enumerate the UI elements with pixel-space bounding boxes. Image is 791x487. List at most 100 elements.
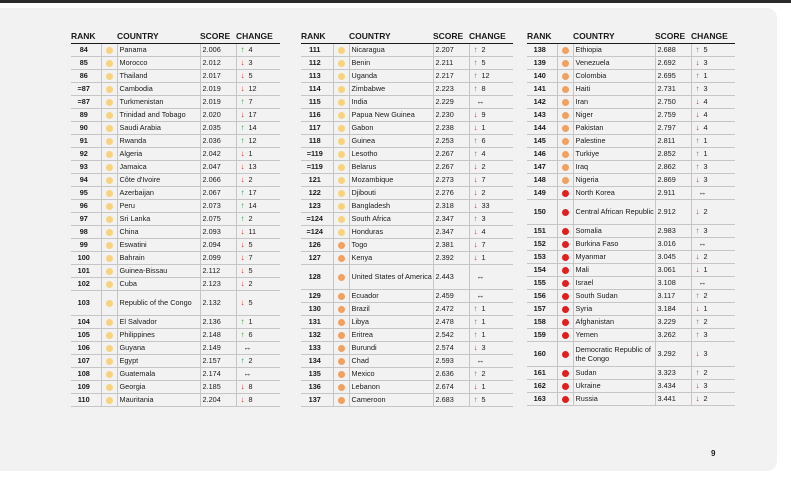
- level-dot-icon: [337, 318, 345, 326]
- table-row: 115 India 2.229 ↔: [301, 95, 513, 109]
- change-value: 1: [703, 136, 708, 145]
- rank-cell: 132: [301, 328, 333, 342]
- rank-cell: 97: [71, 212, 101, 226]
- table-row: 151 Somalia 2.983 ↑ 3: [527, 224, 735, 238]
- rank-cell: 116: [301, 108, 333, 122]
- change-value: 14: [248, 201, 257, 210]
- level-dot-cell: [332, 134, 349, 148]
- change-value: 8: [248, 382, 253, 391]
- arrow-down-icon: ↓: [473, 188, 478, 197]
- rank-cell: 162: [527, 379, 557, 393]
- score-cell: 2.683: [432, 393, 469, 407]
- level-dot-icon: [105, 124, 113, 132]
- change-cell: ↑ 2: [690, 366, 735, 380]
- level-dot-icon: [561, 72, 569, 80]
- rank-cell: 136: [301, 380, 333, 394]
- rank-cell: 98: [71, 225, 101, 239]
- level-dot-icon: [561, 292, 569, 300]
- level-dot-icon: [561, 369, 569, 377]
- change-value: 12: [248, 136, 257, 145]
- table-row: 90 Saudi Arabia 2.035 ↑ 14: [71, 121, 280, 135]
- rank-cell: 142: [527, 95, 557, 109]
- score-cell: 2.478: [432, 315, 469, 329]
- arrow-down-icon: ↓: [695, 175, 700, 184]
- score-cell: 2.157: [199, 354, 236, 368]
- level-dot-cell: [556, 147, 573, 161]
- table-row: 107 Egypt 2.157 ↑ 2: [71, 354, 280, 368]
- table-row: 86 Thailand 2.017 ↓ 5: [71, 69, 280, 83]
- level-dot-cell: [556, 302, 573, 316]
- country-cell: Sri Lanka: [116, 212, 200, 226]
- country-cell: Uganda: [348, 69, 433, 83]
- country-cell: Myanmar: [572, 250, 655, 264]
- country-cell: Turkmenistan: [116, 95, 200, 109]
- arrow-down-icon: ↓: [473, 123, 478, 132]
- level-dot-cell: [556, 43, 573, 57]
- score-cell: 2.692: [654, 56, 691, 70]
- level-dot-icon: [105, 331, 113, 339]
- rank-cell: 123: [301, 199, 333, 213]
- table-row: 91 Rwanda 2.036 ↑ 12: [71, 134, 280, 148]
- level-dot-cell: [332, 95, 349, 109]
- rank-cell: 113: [301, 69, 333, 83]
- change-cell: ↓ 3: [690, 56, 735, 70]
- arrow-down-icon: ↓: [695, 207, 700, 216]
- table-row: 160 Democratic Republic of the Congo 3.292…: [527, 341, 735, 367]
- table-row: 134 Chad 2.593 ↔: [301, 354, 513, 368]
- change-cell: ↓ 3: [468, 341, 513, 355]
- level-dot-icon: [337, 46, 345, 54]
- change-cell: ↓ 1: [235, 147, 280, 161]
- country-cell: Nigeria: [572, 173, 655, 187]
- score-cell: 2.148: [199, 328, 236, 342]
- arrow-down-icon: ↓: [240, 382, 245, 391]
- country-cell: Palestine: [572, 134, 655, 148]
- rank-header: RANK: [301, 31, 333, 44]
- score-cell: 2.132: [199, 290, 236, 316]
- arrow-down-icon: ↓: [240, 395, 245, 404]
- country-cell: Democratic Republic of the Congo: [572, 341, 655, 367]
- level-dot-cell: [100, 315, 117, 329]
- score-cell: 2.047: [199, 160, 236, 174]
- country-cell: Peru: [116, 199, 200, 213]
- country-cell: Pakistan: [572, 121, 655, 135]
- change-cell: ↓ 3: [690, 341, 735, 367]
- rank-cell: 126: [301, 238, 333, 252]
- country-cell: Syria: [572, 302, 655, 316]
- level-dot-icon: [105, 267, 113, 275]
- country-cell: Rwanda: [116, 134, 200, 148]
- table-row: 112 Benin 2.211 ↑ 5: [301, 56, 513, 70]
- level-dot-icon: [105, 111, 113, 119]
- change-cell: ↑ 8: [468, 82, 513, 96]
- change-cell: ↔: [235, 341, 280, 355]
- level-dot-icon: [337, 137, 345, 145]
- rank-cell: 139: [527, 56, 557, 70]
- change-cell: ↓ 4: [690, 95, 735, 109]
- arrow-up-icon: ↑: [240, 356, 245, 365]
- arrow-up-icon: ↑: [240, 45, 245, 54]
- level-dot-cell: [556, 379, 573, 393]
- score-cell: 3.108: [654, 276, 691, 290]
- score-cell: 2.392: [432, 251, 469, 265]
- change-cell: ↓ 4: [690, 108, 735, 122]
- score-cell: 2.073: [199, 199, 236, 213]
- change-cell: ↑ 14: [235, 199, 280, 213]
- country-cell: Lesotho: [348, 147, 433, 161]
- country-cell: Colombia: [572, 69, 655, 83]
- score-cell: 2.983: [654, 224, 691, 238]
- change-cell: ↓ 1: [690, 263, 735, 277]
- rank-cell: 122: [301, 186, 333, 200]
- score-cell: 2.006: [199, 43, 236, 57]
- change-cell: ↑ 1: [468, 328, 513, 342]
- change-value: 4: [248, 45, 253, 54]
- arrow-up-icon: ↑: [695, 136, 700, 145]
- change-cell: ↔: [690, 276, 735, 290]
- level-dot-icon: [337, 357, 345, 365]
- country-cell: Lebanon: [348, 380, 433, 394]
- arrow-left-right-icon: ↔: [698, 239, 707, 248]
- rank-cell: 118: [301, 134, 333, 148]
- country-cell: Yemen: [572, 328, 655, 342]
- rank-cell: 137: [301, 393, 333, 407]
- level-dot-cell: [556, 95, 573, 109]
- rank-cell: 121: [301, 173, 333, 187]
- country-cell: Benin: [348, 56, 433, 70]
